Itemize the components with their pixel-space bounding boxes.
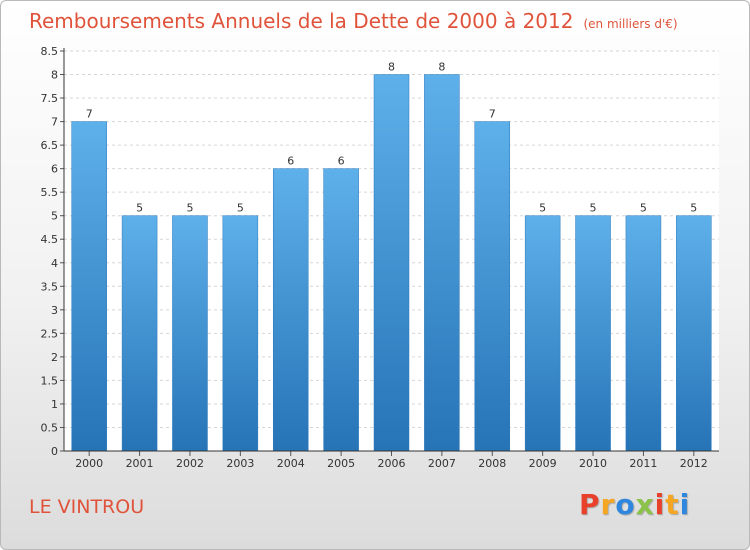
y-tick-label: 1.5 — [41, 374, 59, 387]
data-label: 6 — [287, 155, 294, 168]
x-tick-label: 2010 — [579, 457, 607, 470]
data-label: 5 — [136, 202, 143, 215]
y-tick-label: 5 — [51, 210, 58, 223]
x-tick-label: 2009 — [529, 457, 557, 470]
data-label: 6 — [338, 155, 345, 168]
bar — [323, 168, 359, 452]
y-tick-label: 3 — [51, 304, 58, 317]
y-tick-label: 6 — [51, 163, 58, 176]
x-tick-label: 2000 — [75, 457, 103, 470]
x-tick-label: 2012 — [680, 457, 708, 470]
data-label: 5 — [690, 202, 697, 215]
chart-title: Remboursements Annuels de la Dette de 20… — [29, 9, 678, 33]
logo-letter: o — [615, 488, 636, 521]
y-tick-label: 7 — [51, 116, 58, 129]
bar — [524, 215, 561, 452]
y-tick-label: 0.5 — [41, 421, 59, 434]
bar — [474, 121, 511, 452]
bar — [575, 215, 611, 452]
y-tick-label: 2.5 — [41, 327, 59, 340]
bar — [373, 74, 410, 452]
x-tick-label: 2006 — [378, 457, 406, 470]
x-tick-label: 2007 — [428, 457, 456, 470]
logo-letter: i — [679, 488, 691, 521]
y-tick-label: 1 — [51, 398, 58, 411]
data-label: 7 — [86, 108, 93, 121]
y-tick-label: 5.5 — [41, 186, 59, 199]
x-tick-label: 2004 — [277, 457, 305, 470]
y-tick-label: 6.5 — [41, 139, 59, 152]
y-tick-label: 2 — [51, 351, 58, 364]
bar — [71, 121, 107, 452]
logo-letter: r — [600, 488, 616, 521]
bar — [676, 215, 712, 452]
data-label: 8 — [438, 61, 445, 74]
x-tick-label: 2011 — [629, 457, 657, 470]
data-label: 5 — [237, 202, 244, 215]
bar — [172, 215, 208, 452]
x-tick-label: 2008 — [478, 457, 506, 470]
bar — [222, 215, 259, 452]
logo-letter: i — [654, 488, 666, 521]
data-label: 5 — [186, 202, 193, 215]
y-tick-label: 4 — [51, 257, 58, 270]
y-tick-label: 0 — [51, 445, 58, 458]
logo-letter: x — [635, 488, 655, 521]
x-tick-label: 2005 — [327, 457, 355, 470]
logo-letter: P — [579, 488, 601, 521]
data-label: 5 — [539, 202, 546, 215]
data-label: 8 — [388, 61, 395, 74]
x-tick-label: 2001 — [126, 457, 154, 470]
y-tick-label: 7.5 — [41, 92, 59, 105]
bar — [625, 215, 662, 452]
data-label: 7 — [489, 108, 496, 121]
x-tick-label: 2002 — [176, 457, 204, 470]
y-tick-label: 4.5 — [41, 233, 59, 246]
data-label: 5 — [640, 202, 647, 215]
chart-title-text: Remboursements Annuels de la Dette de 20… — [29, 9, 574, 33]
x-tick-label: 2003 — [226, 457, 254, 470]
location-label: LE VINTROU — [29, 496, 145, 518]
data-label: 5 — [590, 202, 597, 215]
y-tick-label: 8.5 — [41, 45, 59, 58]
bar — [272, 168, 309, 452]
chart-subtitle: (en milliers d'€) — [583, 17, 678, 31]
logo-letter: t — [665, 488, 680, 521]
y-tick-label: 3.5 — [41, 280, 59, 293]
y-tick-label: 8 — [51, 69, 58, 82]
proxiti-logo: Proxiti — [579, 488, 690, 521]
bar — [121, 215, 158, 452]
bar — [424, 74, 460, 452]
